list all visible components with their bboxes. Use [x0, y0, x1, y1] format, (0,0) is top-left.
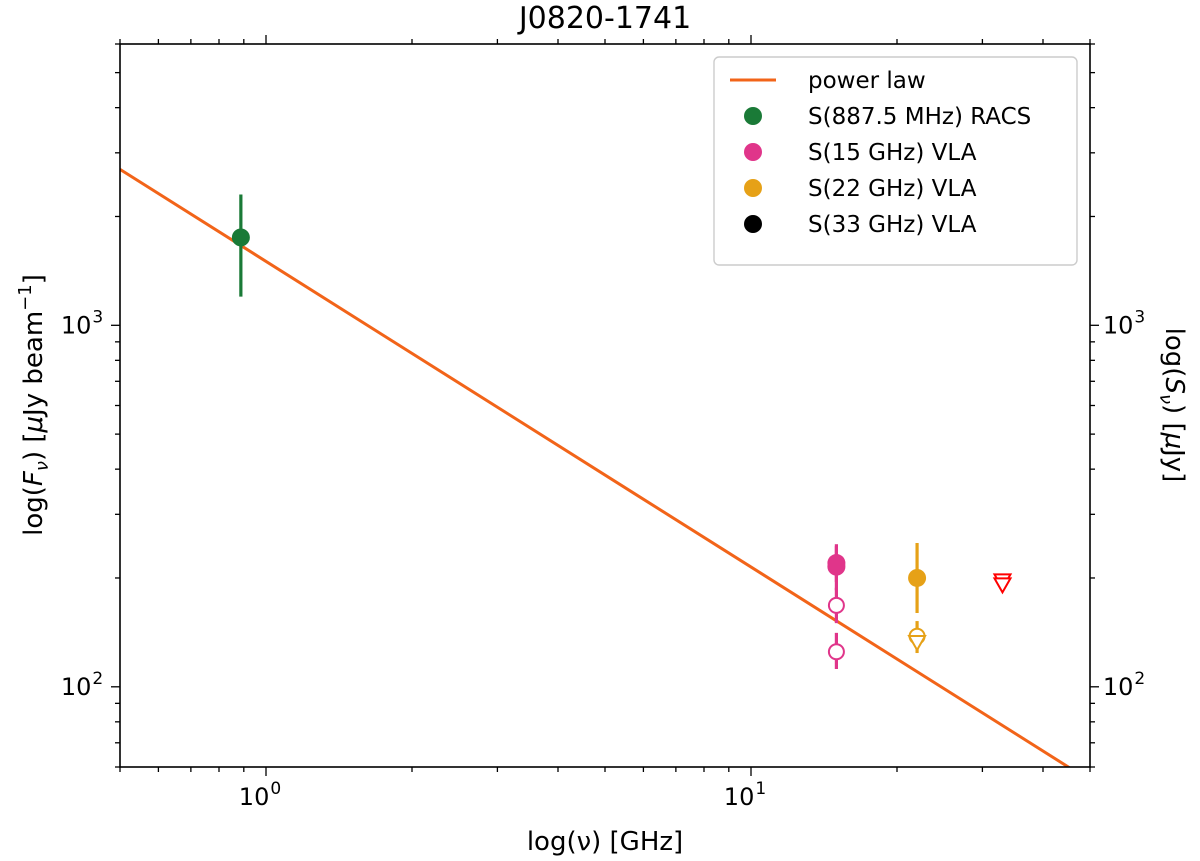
y-axis-label-right: log(Sν) [μJy] [1155, 328, 1189, 483]
legend-label: S(887.5 MHz) RACS [808, 104, 1031, 130]
data-point [231, 228, 250, 247]
legend-marker [744, 107, 762, 125]
data-point [827, 554, 846, 573]
legend-label: S(22 GHz) VLA [808, 176, 977, 202]
upper-limit-marker [992, 577, 1013, 595]
x-axis-label: log(ν) [GHz] [527, 827, 683, 857]
x-tick-label: 101 [724, 779, 766, 811]
legend-label: S(33 GHz) VLA [808, 212, 977, 238]
chart-title: J0820-1741 [517, 1, 691, 36]
plot-frame [119, 43, 1091, 768]
y-tick-label-left: 102 [61, 669, 103, 701]
open-data-point [827, 596, 845, 614]
legend-marker [744, 179, 762, 197]
legend-label: power law [808, 68, 926, 94]
legend-box [713, 56, 1078, 266]
data-point [908, 568, 927, 587]
plot-layer [120, 168, 1072, 767]
legend-label: S(15 GHz) VLA [808, 140, 977, 166]
upper-limit-marker [907, 635, 927, 653]
legend: power law S(887.5 MHz) RACS S(15 GHz) VLA S… [713, 56, 1078, 266]
legend-marker [744, 215, 762, 233]
open-data-point [827, 643, 845, 661]
y-axis-label-left: log(Fν) [μJy beam−1] [15, 274, 53, 536]
legend-marker [744, 143, 762, 161]
power-law-line [120, 168, 1072, 767]
